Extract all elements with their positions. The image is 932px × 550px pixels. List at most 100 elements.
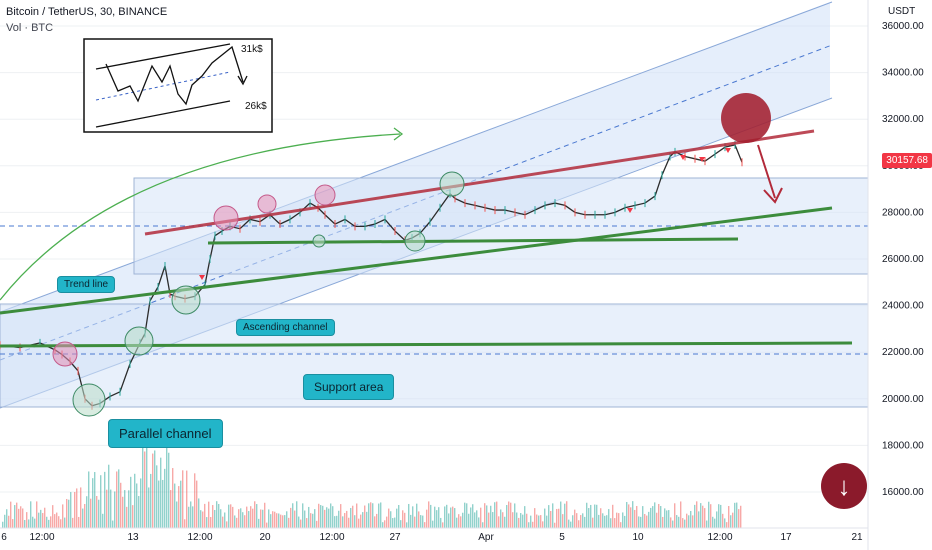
volume-bar [168,452,170,528]
volume-bar [598,514,600,528]
volume-bar [700,503,702,528]
volume-bar [366,511,368,528]
volume-bar [678,516,680,528]
volume-bar [86,496,88,528]
volume-bar [210,517,212,528]
volume-bar [120,482,122,528]
volume-bar [356,503,358,528]
volume-bar [118,469,120,528]
volume-bar [524,506,526,528]
volume-bar [414,516,416,528]
volume-bar [56,512,58,528]
volume-bar [592,517,594,528]
volume-bar [536,514,538,528]
volume-bar [714,518,716,528]
volume-bar [420,515,422,528]
volume-bar [412,506,414,528]
volume-bar [122,496,124,528]
volume-bar [126,506,128,528]
volume-bar [400,520,402,528]
volume-bar [314,509,316,528]
volume-bar [358,518,360,528]
volume-bar [270,514,272,528]
volume-bar [4,514,6,528]
volume-bar [504,516,506,528]
support-trend-line[interactable] [0,206,833,315]
peak-circle [721,93,771,143]
volume-bar [520,513,522,528]
volume-bar [664,508,666,528]
volume-bar [540,515,542,528]
highlight-circle [404,230,426,252]
volume-bar [620,522,622,528]
time-tick-label: 5 [559,532,565,543]
volume-bar [630,507,632,528]
volume-bar [670,517,672,528]
volume-bar [26,512,28,528]
volume-bar [424,522,426,528]
volume-bar [242,512,244,528]
volume-bar [730,515,732,528]
resistance-trend-line[interactable] [144,129,815,236]
volume-bar [246,506,248,528]
volume-bar [572,515,574,528]
volume-bar [386,516,388,528]
volume-bar [562,514,564,528]
volume-bar [110,489,112,528]
volume-bar [60,519,62,528]
volume-bar [740,505,742,528]
volume-bar [512,512,514,528]
signal-marker [725,148,731,153]
volume-bar [244,515,246,528]
volume-bar [462,512,464,528]
symbol-title[interactable]: Bitcoin / TetherUS, 30, BINANCE [6,6,168,18]
inset-upper-line [95,43,231,70]
volume-bar [438,507,440,528]
signal-marker [627,208,633,213]
volume-bar [460,516,462,528]
volume-bar [418,511,420,528]
volume-bar [252,508,254,528]
volume-bar [712,516,714,528]
highlight-circle [124,326,154,356]
support-horizontal-upper[interactable] [207,237,739,245]
volume-bar [482,522,484,528]
volume-bar [20,506,22,528]
volume-bar [604,515,606,528]
volume-bar [220,509,222,528]
volume-bar [338,510,340,528]
volume-bar [724,518,726,528]
volume-bar [382,522,384,528]
volume-bar [590,504,592,528]
volume-bar [76,488,78,528]
volume-bar [104,471,106,528]
volume-bar [666,510,668,528]
volume-bar [442,522,444,528]
volume-bar [506,505,508,528]
volume-bar [736,502,738,528]
volume-bar [554,522,556,528]
volume-bar [78,516,80,528]
price-tick-label: 34000.00 [882,68,924,79]
volume-bar [514,503,516,528]
highlight-circle [171,285,201,315]
volume-bar [610,518,612,528]
volume-bar [362,512,364,528]
volume-bar [186,470,188,528]
volume-bar [138,496,140,528]
volume-bar [162,479,164,528]
inset-lower-line [95,100,231,128]
volume-bar [510,502,512,528]
volume-bar [550,511,552,528]
volume-bar [694,504,696,528]
volume-bar [372,503,374,528]
callout-trend-line: Trend line [57,276,116,293]
volume-bar [594,504,596,528]
volume-bar [310,513,312,528]
volume-bar [622,512,624,528]
volume-bar [682,518,684,528]
volume-bar [28,519,30,528]
arrow-down-icon[interactable]: ↓ [821,463,867,509]
